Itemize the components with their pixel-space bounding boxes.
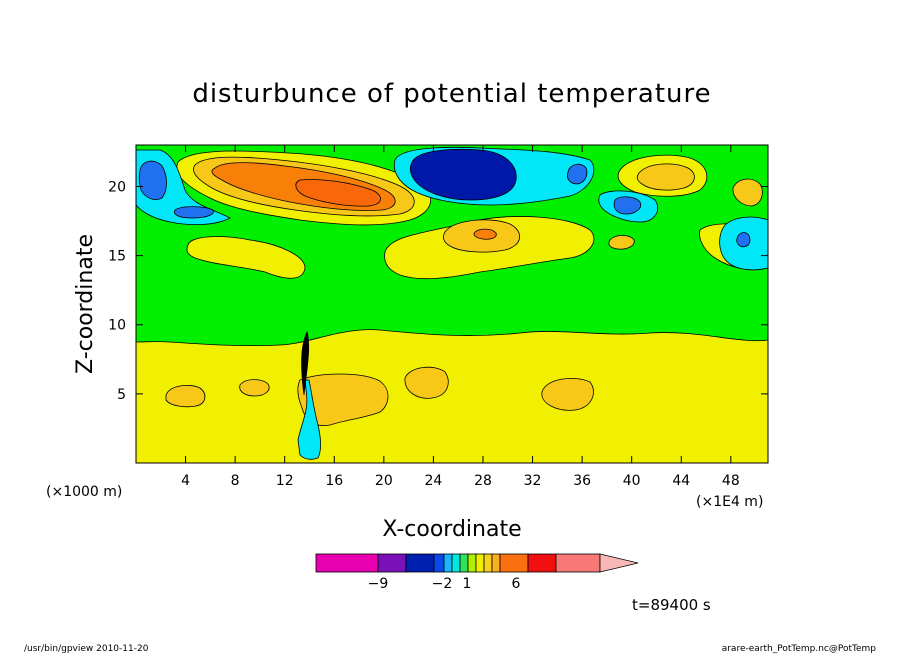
time-label: t=89400 s — [632, 596, 711, 614]
y-tick-label: 15 — [108, 249, 126, 265]
x-tick-label: 48 — [722, 473, 740, 489]
region-top-orange-right — [636, 163, 695, 191]
colorbar-segment — [527, 553, 557, 573]
region-lower-gold-5 — [541, 377, 594, 411]
x-tick-label: 32 — [524, 473, 542, 489]
heatmap-field — [136, 145, 768, 463]
region-blue-left — [138, 160, 167, 200]
y-tick-label: 10 — [108, 318, 126, 334]
region-upper-yellow-left — [186, 236, 306, 279]
colorbar-segment — [315, 553, 379, 573]
region-plume-black — [301, 330, 310, 396]
region-lower-gold-2 — [239, 379, 270, 397]
x-tick-label: 28 — [474, 473, 492, 489]
y-unit-label: (×1000 m) — [46, 484, 122, 500]
region-plume-green — [297, 379, 322, 460]
x-tick-label: 4 — [181, 473, 190, 489]
x-tick-label: 20 — [375, 473, 393, 489]
colorbar-extend-arrow — [599, 553, 639, 573]
y-axis-title: Z-coordinate — [73, 234, 98, 374]
x-tick-label: 12 — [276, 473, 294, 489]
region-lower-gold-1 — [165, 384, 206, 408]
colorbar-segment — [459, 553, 469, 573]
colorbar-segment — [451, 553, 461, 573]
footer-left: /usr/bin/gpview 2010-11-20 — [24, 644, 149, 654]
colorbar-segment — [443, 553, 453, 573]
region-lower-gold-3 — [297, 373, 389, 427]
region-small-gold-right — [608, 235, 635, 250]
x-tick-label: 24 — [424, 473, 442, 489]
colorbar — [315, 553, 639, 573]
colorbar-label: 1 — [463, 576, 472, 592]
colorbar-label: −2 — [432, 576, 453, 592]
colorbar-segment — [467, 553, 477, 573]
region-top-orange-core — [295, 179, 381, 207]
region-right-gold-small — [732, 178, 763, 207]
region-blue-top-mid — [409, 148, 517, 201]
x-tick-label: 36 — [573, 473, 591, 489]
region-blue-far-right — [736, 232, 751, 248]
colorbar-segment — [555, 553, 601, 573]
colorbar-segment — [433, 553, 445, 573]
region-lower-gold-4 — [404, 366, 449, 399]
x-tick-label: 44 — [672, 473, 690, 489]
x-tick-label: 16 — [325, 473, 343, 489]
colorbar-label: 6 — [512, 576, 521, 592]
footer-right: arare-earth_PotTemp.nc@PotTemp — [722, 644, 877, 654]
x-tick-label: 40 — [623, 473, 641, 489]
colorbar-segment — [377, 553, 407, 573]
y-axis-ticks: 5 10 15 20 — [108, 179, 768, 403]
x-axis-title: X-coordinate — [382, 517, 521, 542]
region-blue-left-2 — [173, 206, 214, 219]
y-tick-label: 5 — [117, 387, 126, 403]
chart-title: disturbunce of potential temperature — [192, 79, 711, 109]
x-tick-label: 8 — [231, 473, 240, 489]
region-mid-orange — [473, 228, 497, 240]
region-blue-right — [613, 196, 642, 215]
colorbar-segment — [499, 553, 529, 573]
x-axis-ticks: 4 8 12 16 20 24 28 32 36 40 44 48 — [181, 145, 740, 489]
colorbar-segment — [483, 553, 493, 573]
colorbar-label: −9 — [368, 576, 389, 592]
region-blue-top-right — [567, 163, 588, 185]
colorbar-segment — [475, 553, 485, 573]
y-tick-label: 20 — [108, 179, 126, 195]
x-unit-label: (×1E4 m) — [696, 494, 763, 510]
colorbar-segment — [405, 553, 435, 573]
colorbar-segment — [491, 553, 501, 573]
colorbar-labels: −9 −2 1 6 — [368, 576, 521, 592]
plot-frame — [135, 144, 769, 464]
